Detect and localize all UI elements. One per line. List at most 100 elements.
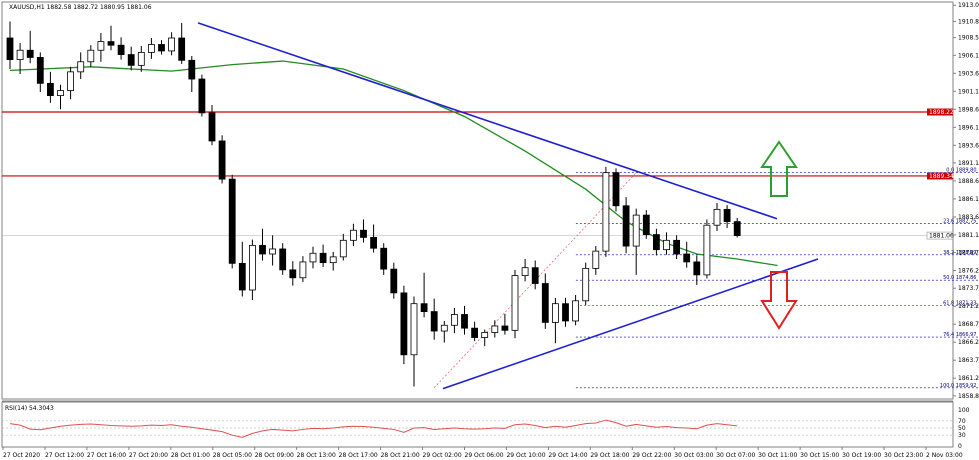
rsi-panel-frame xyxy=(1,401,954,448)
time-tick-label: 28 Oct 05:00 xyxy=(213,452,252,459)
bearish-candle-body xyxy=(188,59,196,80)
bearish-candle-body xyxy=(531,267,539,284)
price-tick-label: 1906.10 xyxy=(958,52,979,59)
bullish-candle-body xyxy=(410,303,418,356)
time-tick-label: 2 Nov 03:00 xyxy=(926,452,963,459)
descending-trendline xyxy=(197,22,778,220)
bullish-candle-body xyxy=(309,252,317,263)
bearish-candle-body xyxy=(723,208,731,223)
bullish-candle-body xyxy=(713,208,721,226)
time-tick-label: 29 Oct 14:00 xyxy=(548,452,587,459)
price-tick-label: 1876.20 xyxy=(958,268,979,275)
price-tick-label: 1863.75 xyxy=(958,357,979,364)
bullish-candle-body xyxy=(592,250,600,269)
time-axis: 27 Oct 2020 27 Oct 12:00 27 Oct 16:00 27 Oc… xyxy=(2,447,963,459)
price-tick-label: 1896.10 xyxy=(958,124,979,131)
bullish-candle-body xyxy=(269,248,277,255)
rsi-title: RSI(14) 54.3043 xyxy=(5,405,54,412)
current-price-label: 1881.06 xyxy=(929,233,954,240)
fib-level-label: 50.0 1874.86 xyxy=(943,275,976,281)
bearish-candle-body xyxy=(238,262,246,291)
bearish-candle-body xyxy=(178,37,186,61)
time-tick-label: 29 Oct 22:00 xyxy=(632,452,671,459)
time-tick-label: 27 Oct 12:00 xyxy=(45,452,84,459)
bullish-candle-body xyxy=(248,244,256,291)
time-tick-label: 30 Oct 23:00 xyxy=(884,452,923,459)
price-tick-label: 1883.65 xyxy=(958,214,979,221)
bearish-candle-body xyxy=(26,49,34,58)
bullish-candle-body xyxy=(329,256,337,264)
bearish-candle-body xyxy=(289,269,297,279)
bearish-candle-body xyxy=(279,248,287,271)
price-tick-label: 1866.25 xyxy=(958,339,979,346)
fib-level-label: 61.8 1871.33 xyxy=(943,301,976,307)
bearish-candle-body xyxy=(6,37,14,61)
time-tick-label: 28 Oct 13:00 xyxy=(297,452,336,459)
bearish-candle-body xyxy=(208,112,216,142)
price-tick-label: 1901.10 xyxy=(958,88,979,95)
bullish-candle-body xyxy=(349,229,357,241)
fib-level-label: 23.6 1882.75 xyxy=(943,218,976,224)
time-tick-label: 27 Oct 20:00 xyxy=(129,452,168,459)
price-tick-label: 1910.80 xyxy=(958,18,979,25)
bearish-candle-body xyxy=(319,252,327,264)
bearish-candle-body xyxy=(218,140,226,180)
time-tick-label: 29 Oct 02:00 xyxy=(423,452,462,459)
candles xyxy=(6,21,741,387)
bullish-candle-body xyxy=(87,49,95,63)
trendlines xyxy=(197,22,819,390)
price-tick-label: 1868.75 xyxy=(958,321,979,328)
moving-average-line xyxy=(9,60,778,267)
bullish-candle-body xyxy=(521,267,529,276)
time-tick-label: 27 Oct 16:00 xyxy=(87,452,126,459)
signal-arrows xyxy=(760,140,798,330)
bullish-candle-body xyxy=(67,71,74,91)
time-tick-label: 30 Oct 19:00 xyxy=(842,452,881,459)
bearish-candle-body xyxy=(370,237,378,249)
rsi-tick-label: 30 xyxy=(958,432,966,439)
price-tick-label: 1858.80 xyxy=(958,393,979,400)
time-tick-label: 29 Oct 10:00 xyxy=(506,452,545,459)
time-tick-label: 30 Oct 15:00 xyxy=(800,452,839,459)
moving-average xyxy=(9,60,778,267)
bearish-candle-body xyxy=(622,205,630,247)
current-price-tag xyxy=(926,231,954,240)
price-tick-label: 1873.75 xyxy=(958,285,979,292)
bearish-candle-body xyxy=(400,292,408,356)
time-tick-label: 28 Oct 01:00 xyxy=(171,452,210,459)
bullish-candle-body xyxy=(582,267,590,302)
price-tick-label: 1888.65 xyxy=(958,178,979,185)
time-tick-label: 27 Oct 2020 xyxy=(3,452,40,459)
price-tick-label: 1898.60 xyxy=(958,106,979,113)
price-tick-label: 1878.70 xyxy=(958,250,979,257)
bullish-candle-body xyxy=(97,41,105,51)
chart-title: XAUUSD,H1 1882.58 1882.72 1880.95 1881.0… xyxy=(9,4,152,11)
bullish-candle-body xyxy=(632,214,640,247)
time-tick-label: 30 Oct 03:00 xyxy=(674,452,713,459)
bearish-candle-body xyxy=(501,325,509,331)
horizontal-levels: 1898.22 1889.34 1881.06 xyxy=(2,108,954,240)
bullish-candle-body xyxy=(440,324,448,332)
bullish-candle-body xyxy=(602,172,610,252)
time-tick-label: 29 Oct 18:00 xyxy=(590,452,629,459)
rsi-line xyxy=(9,419,738,438)
price-level-tag-label: 1889.34 xyxy=(929,173,954,180)
bearish-candle-body xyxy=(642,214,650,235)
price-axis: 1913.05 1910.80 1908.55 1906.10 1903.60 1901.… xyxy=(953,2,979,400)
bullish-candle-body xyxy=(481,332,489,338)
bearish-arrow xyxy=(760,271,798,330)
bullish-candle-body xyxy=(491,325,499,333)
price-tick-label: 1861.25 xyxy=(958,375,979,382)
bullish-candle-body xyxy=(552,303,559,323)
price-tick-label: 1871.25 xyxy=(958,303,979,310)
price-tick-label: 1881.15 xyxy=(958,232,979,239)
bearish-candle-body xyxy=(228,178,236,264)
bearish-candle-body xyxy=(390,268,398,294)
time-tick-label: 29 Oct 06:00 xyxy=(465,452,504,459)
bullish-candle-body xyxy=(703,224,711,276)
bearish-candle-body xyxy=(683,253,691,263)
price-level-tag xyxy=(927,108,953,116)
rsi-tick-label: 70 xyxy=(958,418,966,425)
price-level-tag-label: 1898.22 xyxy=(929,109,954,116)
